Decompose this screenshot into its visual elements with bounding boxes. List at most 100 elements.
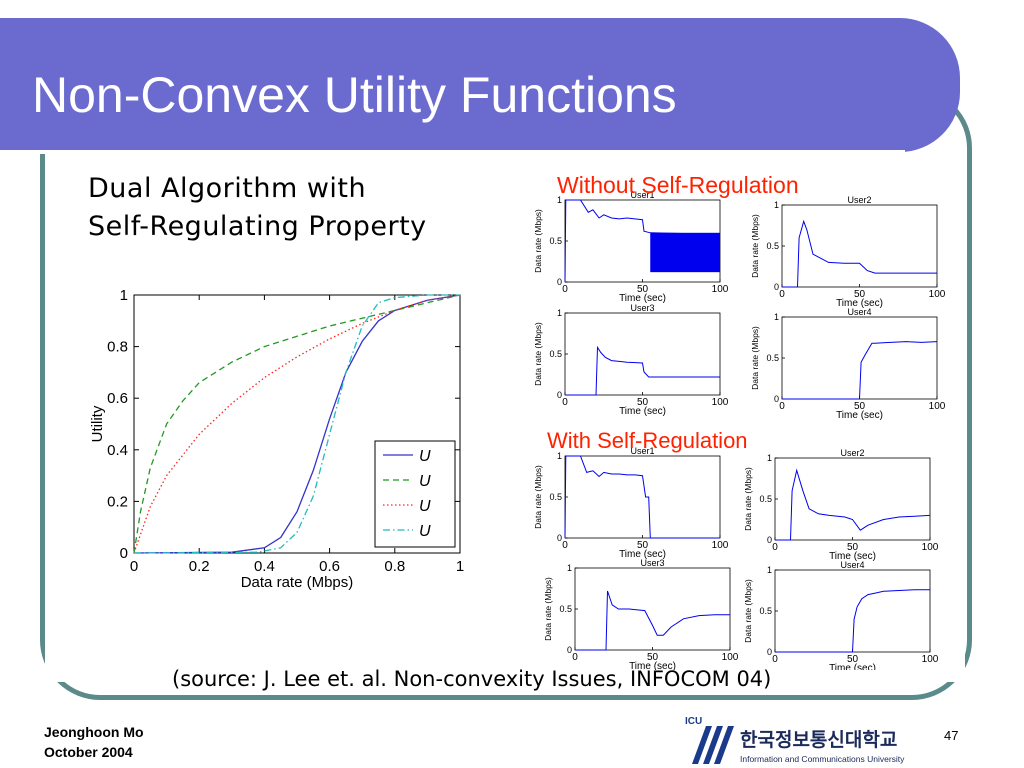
x-tick-label: 50	[847, 542, 859, 553]
rate-line	[782, 341, 938, 400]
plot-area	[564, 312, 721, 396]
rate-line	[775, 468, 931, 541]
x-tick-label: 0	[779, 289, 785, 300]
chart-title: User4	[847, 307, 871, 317]
x-axis-label: Time (sec)	[629, 661, 676, 670]
subtitle-line-2: Self-Regulating Property	[88, 211, 427, 242]
legend-box	[374, 440, 456, 548]
university-logo: ICU 한국정보통신대학교 Information and Communicat…	[685, 716, 905, 764]
x-tick-label: 0	[779, 401, 785, 412]
y-tick-label: 1	[767, 453, 772, 463]
y-tick-label: 1	[774, 312, 779, 322]
y-tick-label: 0	[774, 282, 779, 292]
legend-entry: U	[419, 523, 431, 540]
y-tick-label: 1	[774, 200, 779, 210]
y-tick-label: 1	[557, 195, 562, 205]
rate-line	[565, 345, 720, 396]
with-label: With Self-Regulation	[547, 428, 748, 453]
plot-area	[574, 567, 731, 651]
x-tick-label: 0	[772, 542, 778, 553]
x-tick-label: 100	[922, 542, 939, 553]
x-axis-label: Time (sec)	[619, 406, 666, 417]
series-line-u4	[133, 294, 460, 554]
rate-chart-with-user4: User4 0 50 100 0 0.5 1 Time (sec) Data rate (Mbp…	[743, 560, 939, 670]
slide-title: Non-Convex Utility Functions	[32, 67, 677, 123]
rate-line	[575, 590, 730, 651]
rate-chart-with-user3: User3 0 50 100 0 0.5 1 Time (sec) Data rate (Mbp…	[543, 558, 739, 670]
subtitle-line-1: Dual Algorithm with	[88, 173, 367, 204]
y-axis-label: Data rate (Mbps)	[533, 465, 543, 529]
oscillation-band	[650, 232, 720, 273]
source-citation: (source: J. Lee et. al. Non-convexity Is…	[172, 667, 772, 691]
rate-chart-without-user2: User2 0 50 100 0 0.5 1 Time (sec) Data rate (Mbp…	[750, 195, 946, 309]
x-tick-label: 100	[712, 284, 729, 295]
x-tick-label: 0	[562, 540, 568, 551]
utility-chart: 0 0.2 0.4 0.6 0.8 1 0 0.2 0.4 0.6 0.8 1 Data rate (M…	[89, 287, 464, 591]
x-tick-label: 100	[722, 652, 739, 663]
y-tick-label: 1	[557, 451, 562, 461]
y-tick-label: 0	[767, 647, 772, 657]
x-axis-label: Time (sec)	[829, 663, 876, 670]
rate-chart-without-user1: User1 0 50 100 0 0.5 1 Time (sec) Data rate (Mbp…	[533, 190, 729, 304]
x-axis-label: Time (sec)	[619, 293, 666, 304]
y-tick-label: 0	[557, 277, 562, 287]
date: October 2004	[44, 744, 133, 760]
x-tick-label: 1	[456, 558, 464, 575]
series-line-u2	[133, 294, 461, 554]
x-axis-label: Time (sec)	[619, 549, 666, 560]
x-axis-label: Data rate (Mbps)	[241, 574, 354, 591]
author: Jeonghoon Mo	[44, 724, 144, 740]
plot-area	[781, 204, 938, 288]
y-axis-label: Data rate (Mbps)	[743, 467, 753, 531]
x-tick-label: 50	[854, 289, 866, 300]
rate-chart-without-user3: User3 0 50 100 0 0.5 1 Time (sec) Data rate (Mbp…	[533, 303, 729, 417]
page-number: 47	[944, 728, 959, 743]
x-tick-label: 0	[562, 397, 568, 408]
footer: Jeonghoon Mo October 2004	[44, 722, 144, 762]
legend-entry: U	[419, 473, 431, 490]
y-tick-label: 0	[557, 533, 562, 543]
x-axis-label: Time (sec)	[836, 298, 883, 309]
rate-line	[775, 589, 930, 653]
y-tick-label: 0.8	[107, 339, 128, 356]
chart-title: User2	[840, 448, 864, 458]
y-tick-label: 1	[767, 565, 772, 575]
y-tick-label: 0.5	[549, 349, 562, 359]
series-line-u3	[133, 294, 461, 554]
x-axis-label: Time (sec)	[829, 551, 876, 562]
x-tick-label: 50	[854, 401, 866, 412]
rate-line	[782, 219, 937, 288]
y-tick-label: 0.5	[559, 604, 572, 614]
legend-entry: U	[419, 448, 431, 465]
y-tick-label: 0	[120, 545, 128, 562]
x-tick-label: 0	[130, 558, 138, 575]
title-underline	[0, 150, 905, 154]
x-tick-label: 50	[637, 397, 649, 408]
y-tick-label: 0	[767, 535, 772, 545]
without-label: Without Self-Regulation	[557, 172, 799, 198]
y-tick-label: 0.5	[766, 353, 779, 363]
chart-title: User2	[847, 195, 871, 205]
series-line-u1	[133, 294, 461, 554]
x-tick-label: 0.4	[254, 558, 275, 575]
x-tick-label: 50	[637, 284, 649, 295]
university-english-name: Information and Communications Universit…	[740, 754, 905, 764]
subtitle: Dual Algorithm with Self-Regulating Prop…	[88, 170, 427, 246]
chart-title: User4	[840, 560, 864, 570]
legend-entry: U	[419, 498, 431, 515]
x-tick-label: 100	[922, 654, 939, 665]
chart-title: User1	[630, 190, 654, 200]
rate-chart-without-user4: User4 0 50 100 0 0.5 1 Time (sec) Data rate (Mbp…	[750, 307, 946, 421]
rate-chart-with-user2: User2 0 50 100 0 0.5 1 Time (sec) Data rate (Mbp…	[743, 448, 939, 562]
y-axis-label: Data rate (Mbps)	[533, 209, 543, 273]
chart-title: User1	[630, 446, 654, 456]
x-tick-label: 100	[929, 401, 946, 412]
y-tick-label: 0	[557, 390, 562, 400]
y-tick-label: 0.2	[107, 493, 128, 510]
y-tick-label: 0.4	[107, 442, 128, 459]
logo-abbrev: ICU	[685, 716, 702, 727]
x-axis-label: Time (sec)	[836, 410, 883, 421]
chart-title: User3	[630, 303, 654, 313]
y-axis-label: Data rate (Mbps)	[743, 579, 753, 643]
y-tick-label: 1	[567, 563, 572, 573]
